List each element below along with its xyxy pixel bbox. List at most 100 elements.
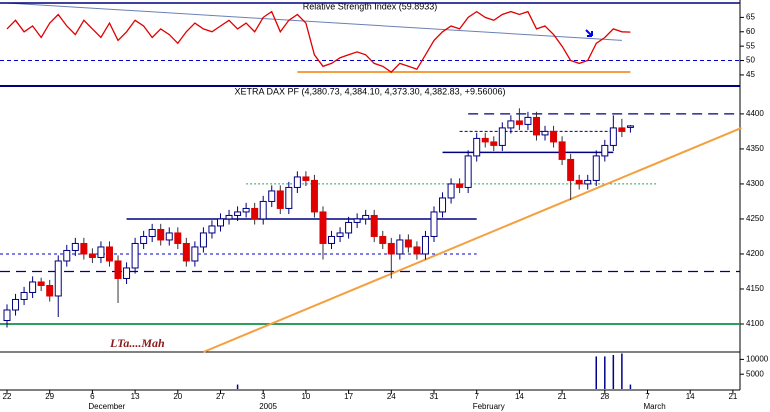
rsi-title: Relative Strength Index (59.8933) (303, 1, 438, 11)
candle-body (234, 211, 242, 216)
candle-body (54, 260, 62, 297)
y-tick-label: 4200 (746, 249, 764, 258)
candle-body (396, 239, 404, 255)
x-tick-label: 7 (474, 392, 479, 401)
x-tick-label: 10 (301, 392, 310, 401)
candle-body (63, 249, 71, 262)
candle-body (592, 155, 600, 181)
x-tick-label: 13 (131, 392, 140, 401)
candle-body (609, 127, 617, 146)
candle-body (157, 228, 165, 241)
x-tick-label: 22 (3, 392, 12, 401)
candle-body (148, 228, 156, 237)
candle-body (618, 127, 626, 132)
candle-body (370, 214, 378, 237)
y-tick-label: 55 (746, 41, 755, 50)
candle-body (276, 190, 284, 209)
candle-body (80, 242, 88, 255)
y-tick-label: 4100 (746, 319, 764, 328)
x-tick-label: 28 (600, 392, 609, 401)
candle-body (225, 214, 233, 220)
candle-body (3, 309, 11, 321)
y-tick-label: 5000 (746, 369, 764, 378)
candle-body (558, 141, 566, 160)
candle-body (29, 281, 37, 293)
month-label: March (644, 402, 666, 411)
candle-body (131, 242, 139, 269)
x-tick-label: 20 (173, 392, 182, 401)
x-tick-label: 21 (728, 392, 737, 401)
candle-body (507, 120, 515, 129)
candle-body (12, 298, 20, 311)
candle-body (310, 179, 318, 213)
y-tick-label: 4300 (746, 179, 764, 188)
candle-body (413, 246, 421, 255)
candle-body (140, 235, 148, 244)
x-tick-label: 7 (645, 392, 650, 401)
candle-body (242, 207, 250, 213)
candle-body (208, 225, 216, 234)
candle-body (567, 158, 575, 181)
x-tick-label: 14 (686, 392, 695, 401)
candle-body (456, 183, 464, 188)
candle-body (430, 211, 438, 237)
y-tick-label: 60 (746, 27, 755, 36)
candle-body (268, 190, 276, 202)
candle-body (328, 235, 336, 244)
x-tick-label: 21 (558, 392, 567, 401)
x-tick-label: 31 (430, 392, 439, 401)
x-tick-label: 6 (90, 392, 95, 401)
candle-body (473, 137, 481, 157)
candle-body (481, 137, 489, 143)
annotation: LTa....Mah (109, 336, 165, 350)
candle-body (174, 232, 182, 244)
x-tick-label: 17 (344, 392, 353, 401)
candle-body (439, 197, 447, 213)
candle-body (541, 130, 549, 136)
y-tick-label: 10000 (746, 355, 769, 364)
candle-body (532, 116, 540, 136)
month-label: 2005 (259, 402, 277, 411)
candle-body (285, 186, 293, 209)
candle-body (353, 218, 361, 223)
candle-body (490, 141, 498, 146)
candle-body (105, 246, 113, 262)
candle-body (336, 232, 344, 237)
candle-body (550, 130, 558, 143)
month-label: February (473, 402, 505, 411)
y-tick-label: 4250 (746, 214, 764, 223)
rsi-line (6, 10, 631, 73)
x-tick-label: 24 (387, 392, 396, 401)
x-tick-label: 29 (45, 392, 54, 401)
candle-body (20, 291, 28, 300)
y-tick-label: 4400 (746, 109, 764, 118)
candle-body (626, 125, 634, 128)
candle-body (379, 235, 387, 244)
candle-body (165, 232, 173, 241)
candle-body (88, 253, 96, 258)
candle-body (575, 179, 583, 185)
candle-body (601, 144, 609, 157)
y-tick-label: 4350 (746, 144, 764, 153)
candle-body (421, 235, 429, 255)
y-tick-label: 4150 (746, 284, 764, 293)
candle-body (498, 127, 506, 146)
candle-body (345, 221, 353, 234)
candle-body (259, 200, 267, 220)
candle-body (319, 211, 327, 244)
trend-line (203, 126, 742, 353)
candle-body (447, 183, 455, 199)
candle-body (199, 232, 207, 248)
candle-body (464, 155, 472, 188)
candle-body (46, 284, 54, 297)
candle-body (404, 239, 412, 248)
candle-body (114, 260, 122, 279)
candle-body (71, 242, 79, 251)
month-label: December (88, 402, 125, 411)
x-tick-label: 14 (515, 392, 524, 401)
candle-body (37, 281, 45, 286)
candle-body (217, 218, 224, 227)
price-title: XETRA DAX PF (4,380.73, 4,384.10, 4,373.… (235, 86, 506, 96)
